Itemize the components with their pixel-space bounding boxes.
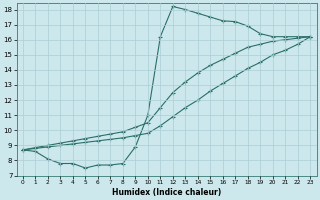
X-axis label: Humidex (Indice chaleur): Humidex (Indice chaleur) <box>112 188 221 197</box>
